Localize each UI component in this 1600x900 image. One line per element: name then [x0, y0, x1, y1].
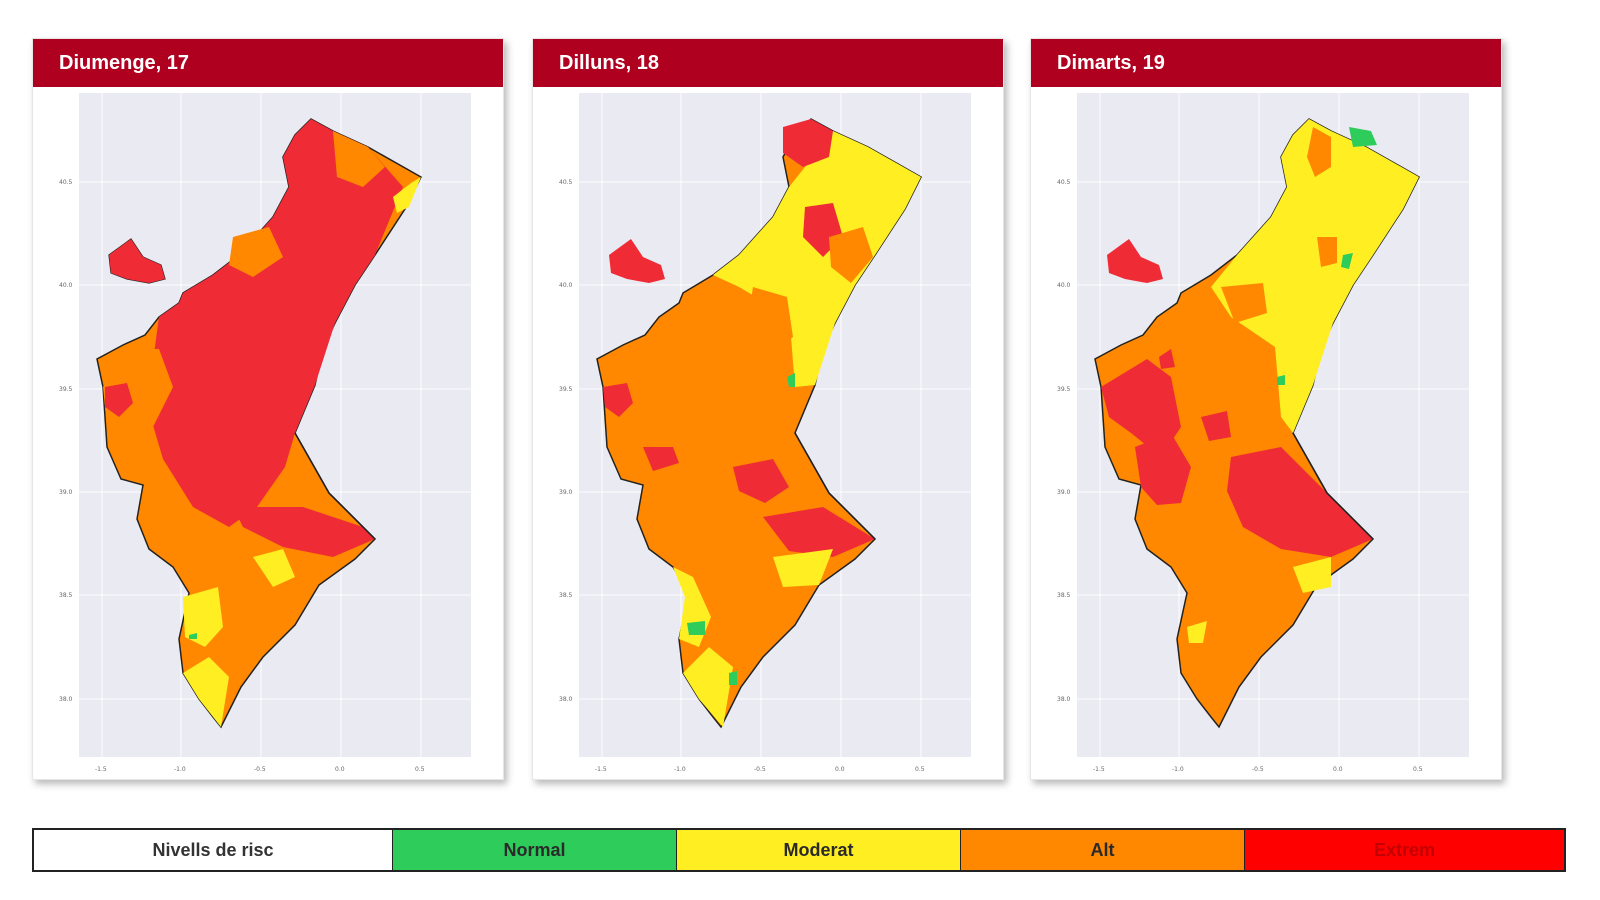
x-tick: -1.5 [95, 766, 107, 773]
coast-line [1292, 432, 1374, 540]
x-tick: -0.5 [754, 766, 766, 773]
legend-item-alt: Alt [961, 830, 1245, 870]
y-tick-labels: 40.5 40.0 39.5 39.0 38.5 38.0 [559, 179, 573, 703]
legend-item-moderat: Moderat [677, 830, 961, 870]
risk-legend: Nivells de risc Normal Moderat Alt Extre… [32, 828, 1566, 872]
x-tick: 0.5 [1413, 766, 1423, 773]
y-tick: 40.0 [1057, 282, 1071, 289]
legend-item-normal: Normal [393, 830, 677, 870]
x-tick-labels: -1.5 -1.0 -0.5 0.0 0.5 [95, 766, 425, 773]
y-tick: 38.5 [59, 592, 73, 599]
x-tick: 0.0 [835, 766, 845, 773]
risk-areas [1101, 119, 1419, 643]
legend-item-extrem: Extrem [1245, 830, 1564, 870]
x-tick: -1.0 [674, 766, 686, 773]
x-tick: 0.5 [415, 766, 425, 773]
y-tick: 39.5 [59, 386, 73, 393]
risk-map: 40.5 40.0 39.5 39.0 38.5 38.0 -1.5 -1.0 … [533, 87, 1003, 779]
x-tick: -1.0 [1172, 766, 1184, 773]
panel-title: Diumenge, 17 [33, 39, 503, 87]
x-tick: -0.5 [254, 766, 266, 773]
risk-map: 40.5 40.0 39.5 39.0 38.5 38.0 -1.5 -1.0 … [1031, 87, 1501, 779]
legend-title: Nivells de risc [34, 830, 393, 870]
y-tick: 38.0 [559, 696, 573, 703]
risk-areas [103, 119, 421, 727]
y-tick: 40.5 [559, 179, 573, 186]
risk-areas [603, 119, 921, 727]
y-tick: 40.0 [59, 282, 73, 289]
x-tick: 0.0 [335, 766, 345, 773]
y-tick: 40.5 [59, 179, 73, 186]
y-tick: 39.5 [559, 386, 573, 393]
x-tick: 0.0 [1333, 766, 1343, 773]
panel-title: Dilluns, 18 [533, 39, 1003, 87]
y-tick: 39.0 [559, 489, 573, 496]
x-tick-labels: -1.5 -1.0 -0.5 0.0 0.5 [1093, 766, 1423, 773]
x-tick: 0.5 [915, 766, 925, 773]
y-tick-labels: 40.5 40.0 39.5 39.0 38.5 38.0 [1057, 179, 1071, 703]
y-tick: 39.0 [1057, 489, 1071, 496]
risk-map: 40.5 40.0 39.5 39.0 38.5 38.0 -1.5 -1.0 … [33, 87, 503, 779]
x-tick: -0.5 [1252, 766, 1264, 773]
x-tick: -1.5 [1093, 766, 1105, 773]
y-tick: 38.0 [1057, 696, 1071, 703]
coast-line [794, 432, 876, 540]
y-tick: 40.0 [559, 282, 573, 289]
panel-title: Dimarts, 19 [1031, 39, 1501, 87]
coast-line [294, 432, 376, 540]
forecast-panel-sunday: Diumenge, 17 40.5 40.0 39.5 39.0 38.5 38… [32, 38, 504, 780]
x-tick: -1.0 [174, 766, 186, 773]
y-tick: 38.5 [1057, 592, 1071, 599]
forecast-panel-tuesday: Dimarts, 19 40.5 40.0 39.5 39.0 38.5 38.… [1030, 38, 1502, 780]
x-tick-labels: -1.5 -1.0 -0.5 0.0 0.5 [595, 766, 925, 773]
y-tick: 39.0 [59, 489, 73, 496]
y-tick: 40.5 [1057, 179, 1071, 186]
y-tick: 38.0 [59, 696, 73, 703]
forecast-panel-monday: Dilluns, 18 40.5 40.0 39.5 39.0 38.5 38.… [532, 38, 1004, 780]
y-tick-labels: 40.5 40.0 39.5 39.0 38.5 38.0 [59, 179, 73, 703]
x-tick: -1.5 [595, 766, 607, 773]
y-tick: 38.5 [559, 592, 573, 599]
y-tick: 39.5 [1057, 386, 1071, 393]
